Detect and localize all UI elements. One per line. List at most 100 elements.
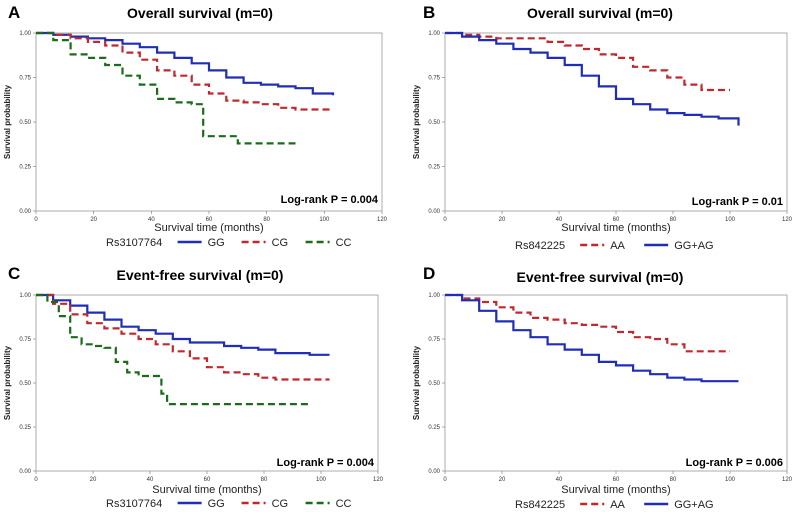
y-tick-label: 1.00 bbox=[428, 293, 440, 299]
panel-c: C Event-free survival (m=0) 0 20 40 60 80 100 12… bbox=[3, 264, 384, 510]
x-tick-label: 0 bbox=[34, 477, 38, 483]
x-tick-label: 100 bbox=[725, 477, 736, 483]
panel-letter: C bbox=[8, 264, 20, 283]
series-line-aa bbox=[445, 293, 730, 353]
x-tick-label: 0 bbox=[443, 217, 447, 223]
panel-letter: B bbox=[423, 3, 435, 22]
y-tick-label: 0.00 bbox=[19, 209, 31, 215]
x-axis-label: Survival time (months) bbox=[561, 222, 670, 234]
panel-letter: A bbox=[8, 3, 20, 22]
x-tick-label: 60 bbox=[204, 477, 211, 483]
y-tick-label: 0.75 bbox=[428, 76, 440, 82]
y-tick-label: 0.00 bbox=[19, 469, 31, 475]
legend-entry: CC bbox=[336, 498, 352, 510]
x-tick-label: 20 bbox=[499, 217, 506, 223]
series-line-cg bbox=[36, 31, 333, 111]
series-line-cg bbox=[36, 293, 330, 381]
x-tick-label: 80 bbox=[670, 217, 677, 223]
x-tick-label: 80 bbox=[261, 477, 268, 483]
x-tick-label: 40 bbox=[148, 217, 155, 223]
panel-letter: D bbox=[423, 264, 435, 283]
series-line-gg-ag bbox=[445, 293, 739, 383]
legend: Rs3107764 GG CG CC bbox=[106, 237, 352, 249]
x-tick-label: 20 bbox=[499, 477, 506, 483]
legend-entry: AA bbox=[610, 240, 625, 252]
x-tick-label: 100 bbox=[319, 217, 330, 223]
panel-b: B Overall survival (m=0) 0 20 40 60 80 100 120 0.… bbox=[412, 3, 793, 252]
y-axis-label: Survival probability bbox=[3, 84, 12, 159]
legend: Rs3107764 GG CG CC bbox=[106, 498, 352, 510]
log-rank-annotation: Log-rank P = 0.01 bbox=[692, 196, 783, 208]
x-tick-label: 0 bbox=[443, 477, 447, 483]
y-axis-label: Survival probability bbox=[412, 345, 421, 420]
series-line-aa bbox=[445, 31, 730, 92]
legend-entry: CG bbox=[272, 498, 289, 510]
legend-entry: GG bbox=[208, 237, 225, 249]
x-tick-label: 120 bbox=[782, 217, 793, 223]
log-rank-annotation: Log-rank P = 0.006 bbox=[686, 457, 783, 469]
y-tick-label: 0.50 bbox=[428, 120, 440, 126]
log-rank-annotation: Log-rank P = 0.004 bbox=[281, 194, 379, 206]
y-tick-label: 0.50 bbox=[19, 381, 31, 387]
plot-frame bbox=[444, 32, 788, 212]
y-tick-label: 0.75 bbox=[19, 76, 31, 82]
panel-title: Overall survival (m=0) bbox=[127, 5, 273, 21]
x-tick-label: 40 bbox=[556, 477, 563, 483]
x-tick-label: 20 bbox=[90, 477, 97, 483]
y-axis-label: Survival probability bbox=[3, 345, 12, 420]
panel-title: Event-free survival (m=0) bbox=[517, 269, 684, 285]
x-tick-label: 120 bbox=[377, 217, 388, 223]
x-axis-label: Survival time (months) bbox=[152, 484, 261, 496]
y-tick-label: 0.25 bbox=[19, 165, 31, 171]
y-axis-label: Survival probability bbox=[412, 84, 421, 159]
x-tick-label: 40 bbox=[556, 217, 563, 223]
plot-frame bbox=[444, 294, 788, 472]
plot-frame bbox=[35, 32, 383, 212]
y-tick-label: 0.50 bbox=[428, 381, 440, 387]
x-tick-label: 20 bbox=[90, 217, 97, 223]
y-tick-label: 0.50 bbox=[19, 120, 31, 126]
x-tick-label: 40 bbox=[147, 477, 154, 483]
series-line-cc bbox=[36, 31, 296, 145]
legend-title: Rs842225 bbox=[515, 499, 565, 511]
legend: Rs842225 AA GG+AG bbox=[515, 240, 714, 252]
y-tick-label: 0.25 bbox=[428, 425, 440, 431]
legend-title: Rs3107764 bbox=[106, 237, 162, 249]
panel-a: A Overall survival (m=0) 0 20 40 60 80 100 120 0.… bbox=[3, 3, 388, 249]
x-tick-label: 60 bbox=[613, 477, 620, 483]
x-tick-label: 60 bbox=[613, 217, 620, 223]
y-tick-label: 0.00 bbox=[428, 469, 440, 475]
x-tick-label: 60 bbox=[206, 217, 213, 223]
legend-entry: CG bbox=[272, 237, 289, 249]
y-tick-label: 0.25 bbox=[19, 425, 31, 431]
y-tick-label: 0.25 bbox=[428, 165, 440, 171]
legend-title: Rs842225 bbox=[515, 240, 565, 252]
y-tick-label: 1.00 bbox=[428, 31, 440, 37]
legend-entry: GG+AG bbox=[674, 240, 713, 252]
x-tick-label: 80 bbox=[263, 217, 270, 223]
panel-d: D Event-free survival (m=0) 0 20 40 60 80 100 12… bbox=[412, 264, 793, 511]
x-tick-label: 100 bbox=[316, 477, 327, 483]
legend-entry: AA bbox=[610, 499, 625, 511]
legend-title: Rs3107764 bbox=[106, 498, 162, 510]
y-tick-label: 1.00 bbox=[19, 293, 31, 299]
series-line-gg-ag bbox=[445, 31, 740, 126]
x-tick-label: 120 bbox=[782, 477, 793, 483]
x-tick-label: 0 bbox=[34, 217, 38, 223]
legend: Rs842225 AA GG+AG bbox=[515, 499, 714, 511]
series-line-cc bbox=[36, 293, 310, 406]
x-tick-label: 80 bbox=[670, 477, 677, 483]
log-rank-annotation: Log-rank P = 0.004 bbox=[277, 457, 375, 469]
x-tick-label: 100 bbox=[725, 217, 736, 223]
legend-entry: CC bbox=[336, 237, 352, 249]
y-tick-label: 0.00 bbox=[428, 209, 440, 215]
y-tick-label: 0.75 bbox=[19, 337, 31, 343]
legend-entry: GG+AG bbox=[674, 499, 713, 511]
x-axis-label: Survival time (months) bbox=[561, 484, 670, 496]
plot-frame bbox=[35, 294, 379, 472]
y-tick-label: 1.00 bbox=[19, 31, 31, 37]
panel-title: Event-free survival (m=0) bbox=[117, 267, 284, 283]
series-line-gg bbox=[36, 293, 330, 356]
panel-title: Overall survival (m=0) bbox=[527, 5, 673, 21]
